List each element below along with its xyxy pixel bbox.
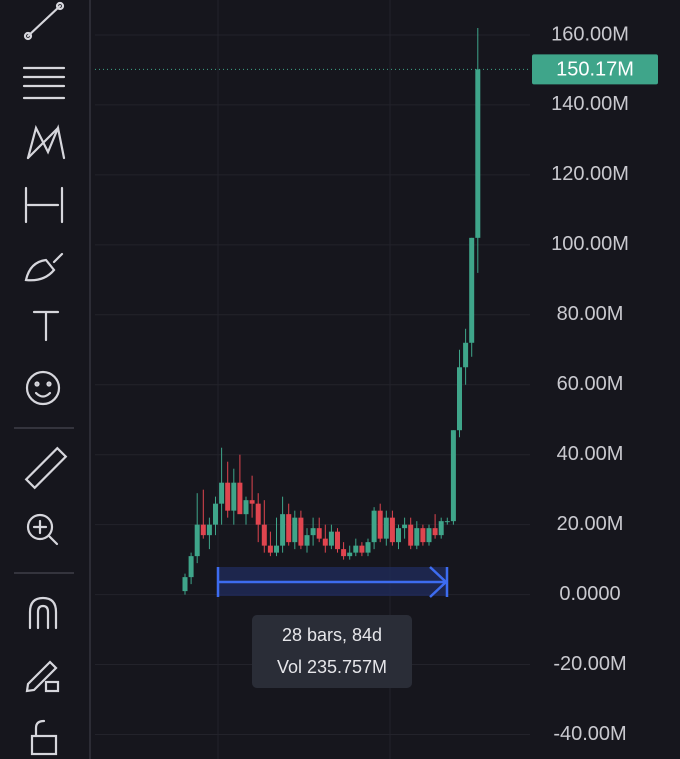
candle-body [414,528,420,546]
lock-drawing-tool[interactable] [25,660,60,693]
y-tick-label: -40.00M [553,723,626,745]
candle-body [225,482,231,511]
candle-body [420,528,426,543]
bars-label: 28 bars, 84d [282,625,382,645]
candle-body [219,482,225,504]
candle-body [316,528,322,539]
measure-range [216,566,449,598]
candle-body [249,500,255,504]
candle-body [353,545,359,553]
candle-body [188,556,194,578]
candle-body [463,342,469,368]
candle-body [231,482,237,511]
candle-body [438,521,444,536]
text-tool[interactable] [32,310,60,342]
last-price-label: 150.17M [556,59,634,81]
y-tick-label: 0.0000 [559,583,620,605]
y-tick-label: 60.00M [557,373,624,395]
y-tick-label: 40.00M [557,443,624,465]
candle-body [243,500,249,515]
y-tick-label: 140.00M [551,93,629,115]
ruler-tool[interactable] [24,446,68,490]
candle-body [274,545,279,553]
y-tick-label: 120.00M [551,163,629,185]
candle-body [206,524,212,536]
candle-body [310,528,316,536]
candle-body [213,503,218,525]
measure-tooltip [252,615,412,688]
candle-body [347,552,353,557]
candle-body [261,524,267,546]
candle-body [450,430,456,522]
last-price-box [532,54,658,85]
candle-body [469,237,475,343]
candle-body [377,510,383,539]
candle-body [426,528,432,543]
candle-body [194,524,200,557]
trend-line-tool[interactable] [23,1,65,41]
candle-body [389,517,395,543]
candle-body [304,535,310,546]
candle-body [365,542,371,553]
y-tick-label: 160.00M [551,23,629,45]
fib-tool[interactable] [22,66,66,100]
candle-body [322,538,328,546]
candle-body [444,521,450,523]
candle-body [383,517,389,539]
candle-body [432,528,438,536]
candle-body [396,528,401,543]
candle-body [286,514,292,543]
y-tick-label: 80.00M [557,303,624,325]
y-tick-label: 100.00M [551,233,629,255]
candle-body [328,531,334,546]
pattern-tool[interactable] [26,124,66,160]
zoom-tool[interactable] [26,513,59,546]
lock-tool[interactable] [30,719,58,756]
candle-body [280,514,286,546]
candle-body [267,545,273,553]
y-tick-label: 20.00M [557,513,624,535]
candle-body [371,510,377,543]
measure-tool[interactable] [24,186,64,224]
candle-body [298,517,304,546]
candle-body [402,524,408,529]
candle-body [182,577,188,592]
candle-body [408,524,414,546]
magnet-tool[interactable] [28,596,58,630]
candle-body [255,503,261,525]
candle-body [292,517,298,543]
toolbar[interactable] [14,1,74,756]
candle-body [237,482,243,515]
candle-body [457,367,462,431]
candle-body [475,69,481,238]
brush-tool[interactable] [24,252,64,282]
candle-body [341,549,347,557]
emoji-tool[interactable] [25,370,61,406]
volume-label: Vol 235.757M [277,657,387,677]
candle-body [335,531,340,550]
y-tick-label: -20.00M [553,653,626,675]
candle-body [359,545,365,553]
candle-body [200,524,206,536]
